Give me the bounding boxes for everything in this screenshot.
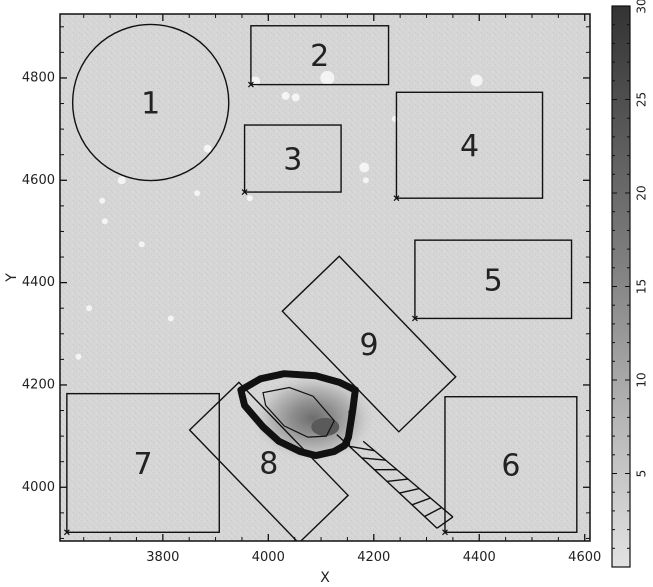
star-mark <box>101 218 108 225</box>
star-mark <box>320 70 335 85</box>
star-mark <box>167 315 174 322</box>
star-mark <box>117 176 126 185</box>
corner-marker <box>247 81 254 88</box>
region-9-outline <box>281 255 457 433</box>
colorbar-tick-label: 25 <box>635 92 649 107</box>
y-tick-label: 4800 <box>22 70 55 85</box>
star-mark <box>359 162 370 173</box>
region-6: 6 <box>442 396 578 536</box>
region-4: 4 <box>393 91 544 202</box>
plot-border <box>59 13 591 542</box>
image-plot-area: 1 2 3 4 5 6 7 8 9 <box>60 14 590 541</box>
star-mark <box>203 144 212 153</box>
region-1: 1 <box>71 23 230 182</box>
bright-stars <box>75 70 483 360</box>
star-mark <box>86 305 93 312</box>
source-core <box>311 417 340 436</box>
hatch-line <box>424 506 443 518</box>
region-3-outline <box>243 124 342 193</box>
hatch-line <box>349 445 375 452</box>
corner-marker <box>241 189 248 195</box>
region-7: 7 <box>63 392 220 536</box>
x-tick-label: 3800 <box>146 550 179 565</box>
y-tick-label: 4600 <box>22 173 55 188</box>
region-5: 5 <box>411 239 573 322</box>
x-axis: 3800 4000 4200 4400 4600 <box>83 14 601 565</box>
star-mark <box>194 190 201 197</box>
region-2: 2 <box>247 25 390 88</box>
star-mark <box>75 353 82 360</box>
hatch-line <box>361 457 386 461</box>
contour-tail <box>346 410 352 447</box>
x-tick-label: 4200 <box>357 550 390 565</box>
region-1-outline <box>71 23 230 182</box>
region-9: 9 <box>281 255 457 433</box>
star-mark <box>99 197 106 204</box>
colorbar-tick-label: 30 <box>635 0 649 14</box>
region-label: 1 <box>141 87 160 122</box>
colorbar: 5 10 15 20 25 30 <box>611 0 649 568</box>
region-4-outline <box>395 91 544 199</box>
source-contour-outer <box>237 370 359 460</box>
region-8: 8 <box>188 381 350 541</box>
star-mark <box>138 241 145 248</box>
plot-frame <box>59 13 591 542</box>
region-3: 3 <box>241 124 342 195</box>
region-label: 6 <box>501 449 520 484</box>
y-axis: 4000 4200 4400 4600 4800 <box>22 26 590 539</box>
x-tick-label: 4600 <box>568 550 601 565</box>
corner-marker <box>393 195 400 202</box>
region-label: 9 <box>359 328 378 363</box>
y-tick-label: 4400 <box>22 275 55 290</box>
hatched-strip <box>336 434 454 529</box>
star-mark <box>246 195 253 202</box>
x-tick-label: 4000 <box>252 550 285 565</box>
region-label: 2 <box>310 39 329 74</box>
star-mark <box>470 74 483 87</box>
y-tick-label: 4200 <box>22 377 55 392</box>
region-label: 4 <box>460 129 479 164</box>
corner-marker <box>63 529 70 536</box>
corner-marker <box>411 315 418 322</box>
region-label: 3 <box>283 143 302 178</box>
strip-edge <box>436 516 454 529</box>
colorbar-tick-label: 20 <box>635 185 649 200</box>
colorbar-tick-label: 5 <box>635 470 649 478</box>
corner-marker <box>442 529 448 536</box>
region-2-outline <box>250 25 390 86</box>
region-6-outline <box>444 396 578 534</box>
region-7-outline <box>66 392 220 534</box>
region-5-outline <box>414 239 573 320</box>
region-label: 7 <box>134 447 153 482</box>
strip-edge <box>336 434 438 529</box>
source-contours <box>237 370 359 460</box>
y-tick-label: 4000 <box>22 480 55 495</box>
source-contour-inner <box>262 386 335 438</box>
regions-layer: 1 2 3 4 5 6 7 8 9 <box>63 23 578 541</box>
region-8-outline <box>188 381 350 541</box>
x-axis-label: X <box>320 570 330 586</box>
region-label: 8 <box>259 447 278 482</box>
colorbar-tick-label: 10 <box>635 372 649 387</box>
region-label: 5 <box>484 263 503 298</box>
star-mark <box>281 91 290 100</box>
colorbar-tick-label: 15 <box>635 279 649 294</box>
hatch-line <box>399 487 420 494</box>
star-mark <box>291 93 300 102</box>
y-axis-label: Y <box>4 273 20 283</box>
x-tick-label: 4400 <box>463 550 496 565</box>
hatch-line <box>386 478 409 483</box>
hatch-line <box>411 497 431 506</box>
star-mark <box>362 177 369 184</box>
